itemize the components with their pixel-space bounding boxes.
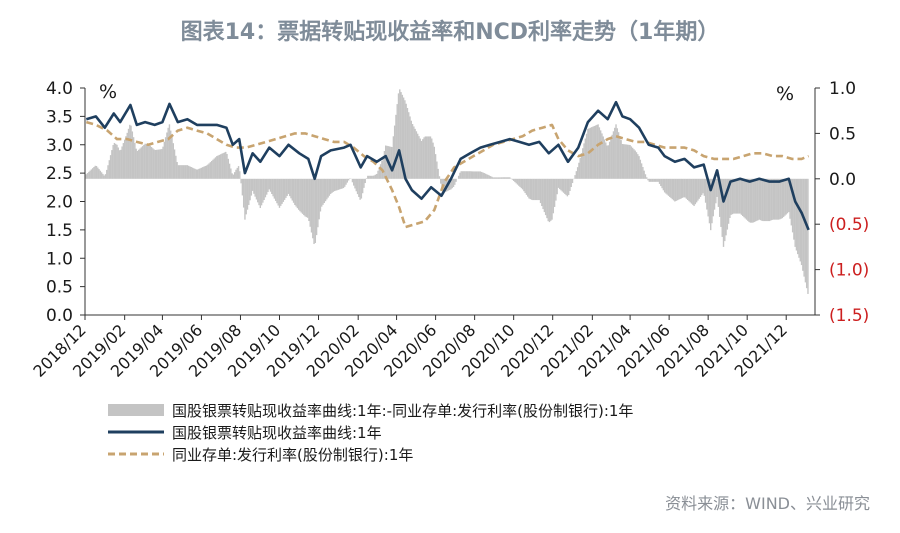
legend-label: 国股银票转贴现收益率曲线:1年 [172, 424, 382, 442]
right-tick-label: (0.5) [829, 215, 869, 235]
chart-axes [80, 87, 820, 320]
bill-yield-line [85, 100, 810, 231]
left-tick-label: 3.0 [46, 136, 73, 156]
right-tick-label: (1.5) [829, 306, 869, 326]
ncd-rate-line [85, 120, 810, 229]
legend-label: 同业存单:发行利率(股份制银行):1年 [172, 446, 413, 464]
left-tick-label: 0.5 [46, 278, 73, 298]
left-tick-label: 1.5 [46, 221, 73, 241]
right-axis-unit: % [776, 83, 794, 105]
chart-lines [85, 100, 810, 231]
chart-title: 图表14：票据转贴现收益率和NCD利率走势（1年期） [180, 20, 720, 45]
spread-bars [85, 89, 809, 294]
left-tick-label: 0.0 [46, 306, 73, 326]
legend-swatch-spread [108, 404, 164, 416]
legend-label: 国股银票转贴现收益率曲线:1年:-同业存单:发行利率(股份制银行):1年 [172, 402, 633, 420]
right-tick-label: (1.0) [829, 261, 869, 281]
right-tick-label: 1.0 [829, 79, 856, 99]
right-tick-label: 0.0 [829, 170, 856, 190]
source-note: 资料来源：WIND、兴业研究 [665, 494, 870, 513]
left-tick-label: 1.0 [46, 249, 73, 269]
left-tick-label: 2.5 [46, 164, 73, 184]
right-tick-label: 0.5 [829, 124, 856, 144]
left-tick-label: 2.0 [46, 193, 73, 213]
chart-legend: 国股银票转贴现收益率曲线:1年:-同业存单:发行利率(股份制银行):1年国股银票… [108, 402, 633, 464]
left-axis-unit: % [99, 81, 117, 103]
left-tick-label: 4.0 [46, 79, 73, 99]
left-tick-label: 3.5 [46, 107, 73, 127]
